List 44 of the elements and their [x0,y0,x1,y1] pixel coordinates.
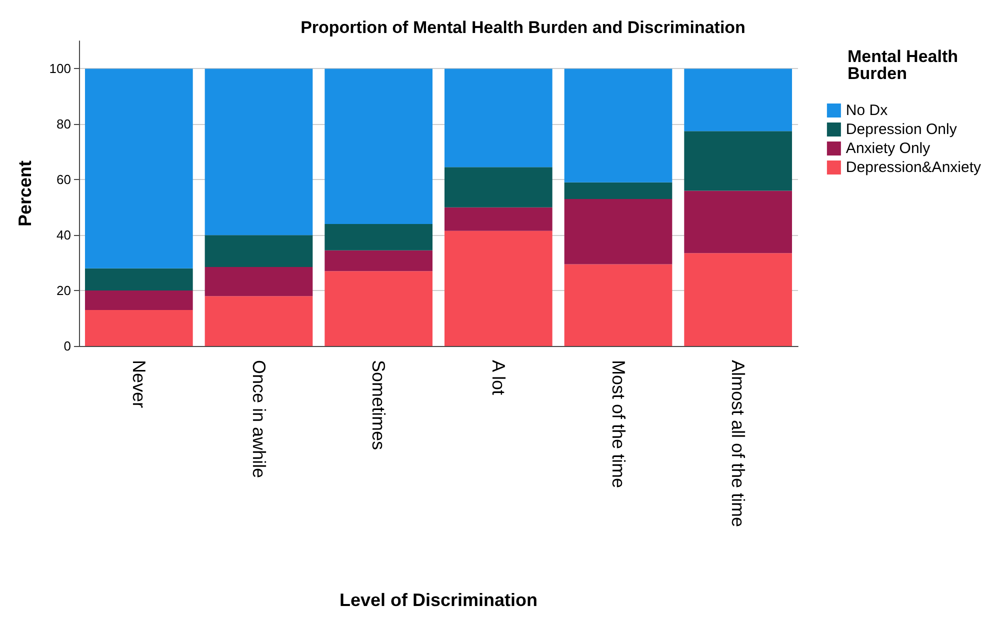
bar [324,224,433,250]
x-tick-label: Sometimes [368,360,389,450]
y-axis-title: Percent [15,160,35,227]
x-tick-label: Most of the time [608,360,628,488]
legend-label: Anxiety Only [846,140,931,157]
y-tick-label: 100 [49,61,71,76]
bar [564,182,672,200]
x-tick-label: A lot [488,360,508,396]
x-tick-label: Once in awhile [248,360,269,478]
y-tick-label: 60 [56,172,71,188]
bar [324,271,433,346]
x-tick-label: Never [128,360,149,408]
legend-label: Depression&Anxiety [846,159,982,176]
legend-title: Mental Health Burden [847,47,958,83]
bar [564,68,672,182]
y-tick-label: 80 [56,116,71,132]
x-tick-label: Almost all of the time [728,360,748,528]
bar [84,68,193,268]
bar [684,253,792,346]
bar [204,68,313,236]
bar [444,230,552,346]
chart-title: Proportion of Mental Health Burden and Discrimination [300,18,746,37]
bar [684,131,792,191]
bar [564,199,672,264]
bar [204,266,313,296]
y-tick-label: 40 [56,228,71,243]
bar [444,207,552,231]
y-tick-label: 20 [56,283,71,298]
bar [324,68,433,224]
bar [684,68,792,132]
bar [84,268,193,291]
bar [684,190,792,254]
bar [324,250,433,272]
bar [204,296,313,346]
bar [84,310,193,346]
bar [84,290,193,310]
y-tick-label: 0 [64,338,71,354]
bar [444,68,552,168]
bar [444,167,552,208]
bar [564,264,672,346]
bar [204,235,313,267]
legend-label: Depression Only [846,121,958,138]
x-axis-title: Level of Discrimination [339,590,538,610]
legend-label: No Dx [846,102,888,119]
